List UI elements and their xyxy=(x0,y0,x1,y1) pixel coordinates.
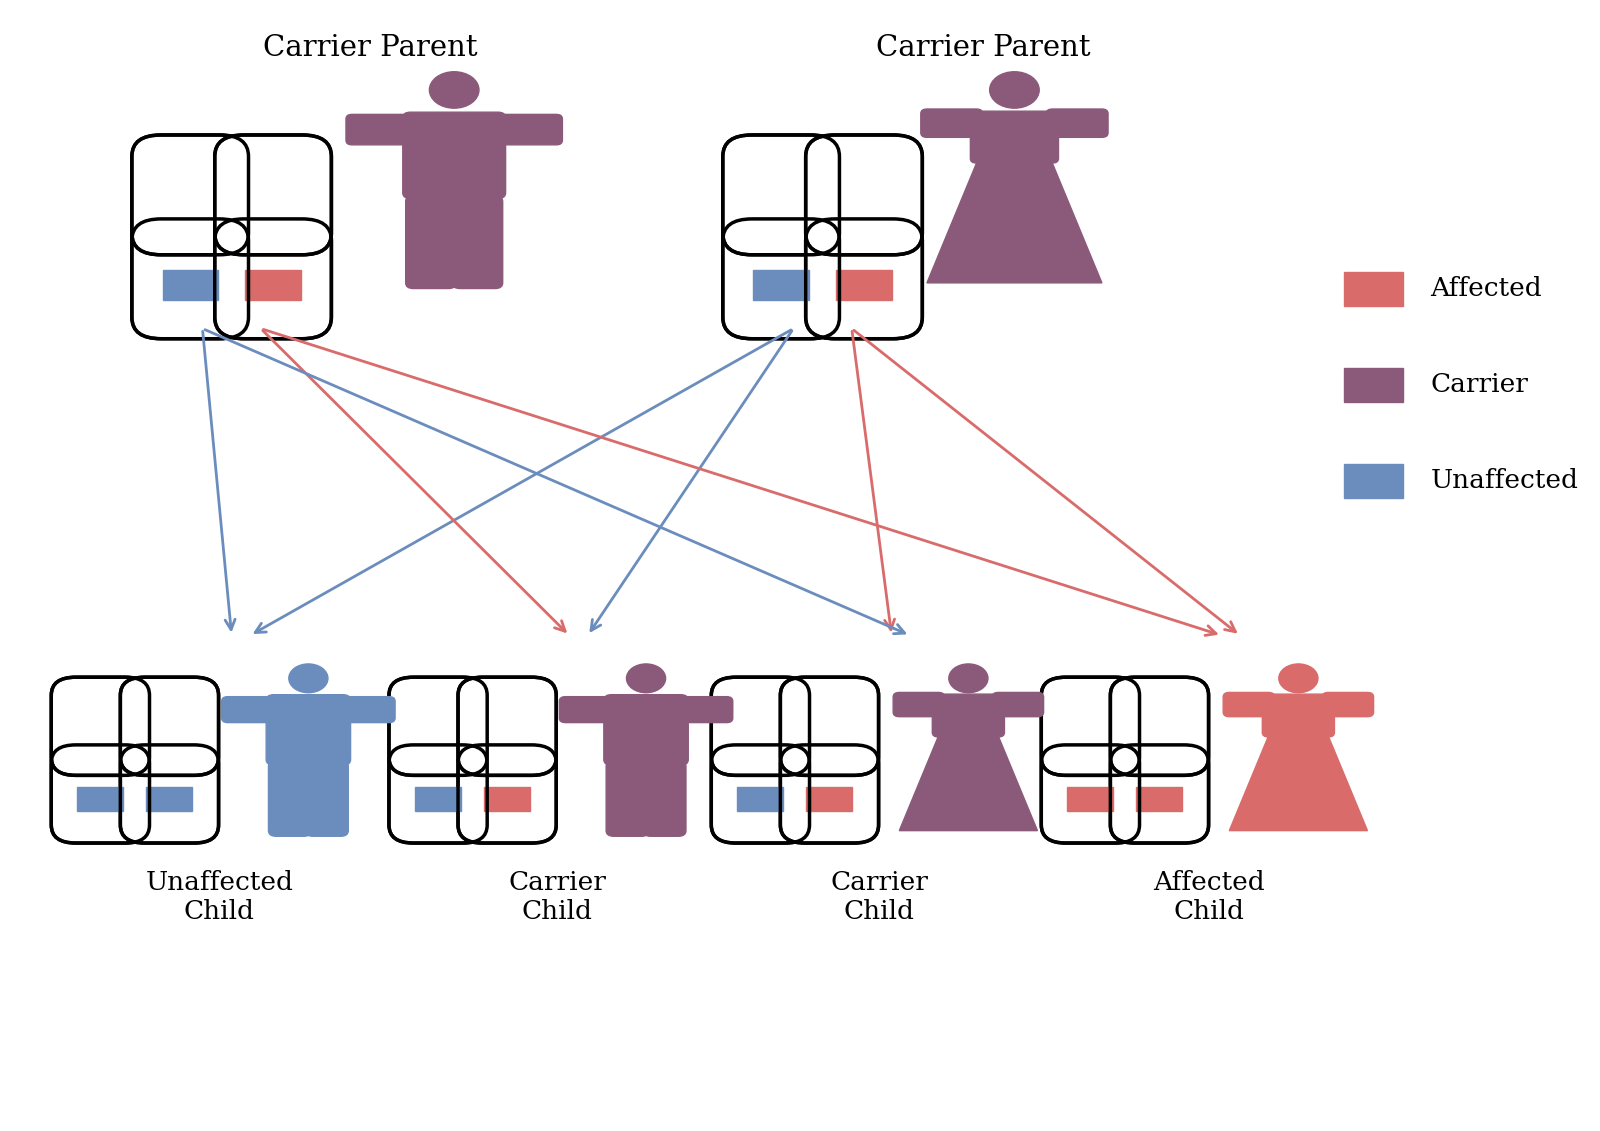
FancyBboxPatch shape xyxy=(120,745,219,843)
FancyBboxPatch shape xyxy=(306,761,349,836)
Bar xyxy=(77,786,123,811)
Bar xyxy=(1067,786,1114,811)
FancyBboxPatch shape xyxy=(51,745,149,843)
FancyBboxPatch shape xyxy=(491,114,562,145)
FancyBboxPatch shape xyxy=(1222,692,1275,717)
FancyBboxPatch shape xyxy=(458,745,557,843)
FancyBboxPatch shape xyxy=(214,219,331,338)
Bar xyxy=(147,786,192,811)
FancyBboxPatch shape xyxy=(266,694,350,766)
Bar xyxy=(1136,786,1182,811)
Text: Affected: Affected xyxy=(1430,276,1542,301)
FancyBboxPatch shape xyxy=(606,761,650,836)
Circle shape xyxy=(627,664,666,692)
FancyBboxPatch shape xyxy=(712,745,810,843)
FancyBboxPatch shape xyxy=(723,135,840,254)
FancyBboxPatch shape xyxy=(806,219,922,338)
Polygon shape xyxy=(899,733,1037,830)
Bar xyxy=(163,269,218,301)
FancyBboxPatch shape xyxy=(1042,745,1139,843)
FancyBboxPatch shape xyxy=(723,219,840,338)
FancyBboxPatch shape xyxy=(131,219,248,338)
FancyBboxPatch shape xyxy=(560,697,618,723)
FancyBboxPatch shape xyxy=(336,697,395,723)
FancyBboxPatch shape xyxy=(781,677,878,776)
Bar xyxy=(806,786,853,811)
Bar xyxy=(485,786,530,811)
Text: Carrier Parent: Carrier Parent xyxy=(262,34,477,62)
FancyBboxPatch shape xyxy=(346,114,416,145)
FancyBboxPatch shape xyxy=(269,761,312,836)
FancyBboxPatch shape xyxy=(970,111,1059,163)
Circle shape xyxy=(949,664,987,692)
FancyBboxPatch shape xyxy=(222,697,280,723)
FancyBboxPatch shape xyxy=(712,677,810,776)
FancyBboxPatch shape xyxy=(1110,745,1208,843)
Bar xyxy=(754,269,808,301)
FancyBboxPatch shape xyxy=(675,697,733,723)
Text: Unaffected
Child: Unaffected Child xyxy=(146,870,293,924)
Bar xyxy=(837,269,891,301)
Text: Carrier
Child: Carrier Child xyxy=(830,870,928,924)
FancyBboxPatch shape xyxy=(603,694,688,766)
FancyBboxPatch shape xyxy=(389,677,486,776)
Text: Affected
Child: Affected Child xyxy=(1154,870,1266,924)
Bar xyxy=(414,786,461,811)
FancyBboxPatch shape xyxy=(781,745,878,843)
FancyBboxPatch shape xyxy=(893,692,944,717)
FancyBboxPatch shape xyxy=(406,196,456,288)
FancyBboxPatch shape xyxy=(458,677,557,776)
Bar xyxy=(738,786,784,811)
FancyBboxPatch shape xyxy=(214,135,331,254)
Polygon shape xyxy=(1229,733,1368,830)
Bar xyxy=(1344,464,1403,498)
Circle shape xyxy=(1278,664,1318,692)
FancyBboxPatch shape xyxy=(453,196,502,288)
FancyBboxPatch shape xyxy=(131,135,248,254)
Circle shape xyxy=(290,664,328,692)
FancyBboxPatch shape xyxy=(920,109,982,137)
FancyBboxPatch shape xyxy=(1322,692,1373,717)
Bar xyxy=(1344,271,1403,307)
Bar xyxy=(245,269,301,301)
FancyBboxPatch shape xyxy=(1262,694,1334,737)
Text: Unaffected: Unaffected xyxy=(1430,468,1578,493)
Text: Carrier: Carrier xyxy=(1430,372,1528,397)
FancyBboxPatch shape xyxy=(403,112,506,198)
Bar xyxy=(1344,368,1403,402)
Circle shape xyxy=(429,71,478,109)
FancyBboxPatch shape xyxy=(389,745,486,843)
Circle shape xyxy=(990,71,1040,109)
Polygon shape xyxy=(926,158,1102,283)
FancyBboxPatch shape xyxy=(1046,109,1109,137)
FancyBboxPatch shape xyxy=(643,761,686,836)
FancyBboxPatch shape xyxy=(51,677,149,776)
FancyBboxPatch shape xyxy=(933,694,1005,737)
FancyBboxPatch shape xyxy=(992,692,1043,717)
Text: Carrier
Child: Carrier Child xyxy=(509,870,606,924)
Text: Carrier Parent: Carrier Parent xyxy=(877,34,1091,62)
FancyBboxPatch shape xyxy=(120,677,219,776)
FancyBboxPatch shape xyxy=(1042,677,1139,776)
FancyBboxPatch shape xyxy=(806,135,922,254)
FancyBboxPatch shape xyxy=(1110,677,1208,776)
